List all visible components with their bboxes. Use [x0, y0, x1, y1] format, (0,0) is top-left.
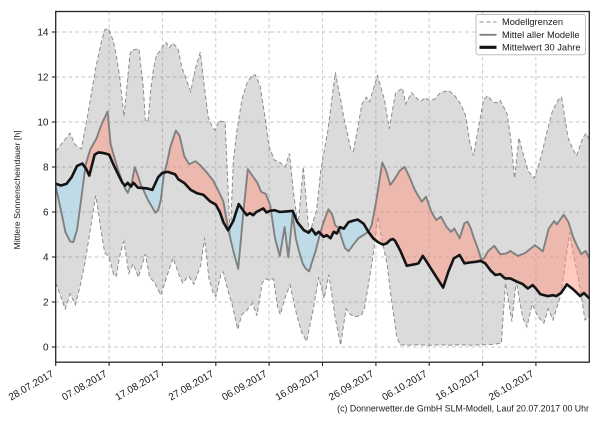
- svg-text:Modellgrenzen: Modellgrenzen: [502, 17, 563, 27]
- svg-text:12: 12: [37, 73, 49, 84]
- svg-text:4: 4: [43, 253, 49, 264]
- svg-text:Mittel aller Modelle: Mittel aller Modelle: [502, 30, 580, 40]
- svg-text:14: 14: [37, 28, 49, 39]
- svg-text:Mittelwert 30 Jahre: Mittelwert 30 Jahre: [502, 42, 581, 52]
- svg-text:2: 2: [43, 298, 49, 309]
- svg-text:Mittlere Sonnenscheindauer [h]: Mittlere Sonnenscheindauer [h]: [12, 131, 22, 250]
- svg-text:8: 8: [43, 163, 49, 174]
- svg-text:10: 10: [37, 118, 49, 129]
- svg-text:(c) Donnerwetter.de GmbH SLM-M: (c) Donnerwetter.de GmbH SLM-Modell, Lau…: [337, 404, 589, 414]
- svg-text:6: 6: [43, 208, 49, 219]
- svg-text:0: 0: [43, 343, 49, 354]
